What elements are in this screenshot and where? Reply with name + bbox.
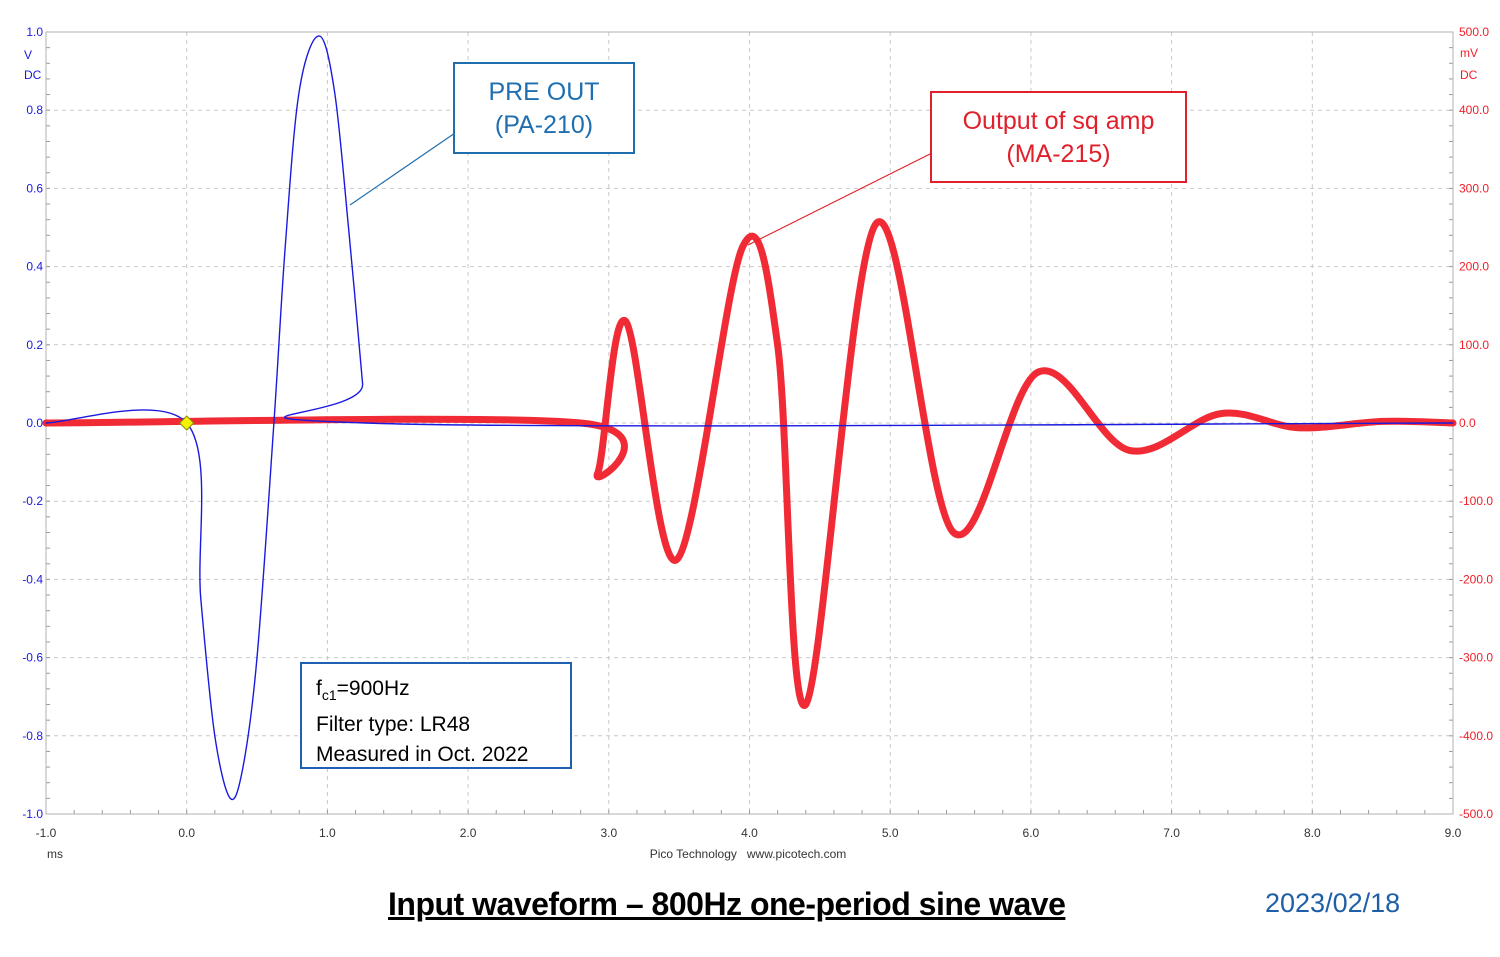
sq-amp-line1: Output of sq amp bbox=[962, 107, 1155, 135]
traces bbox=[42, 35, 1457, 801]
left-tick-label: 1.0 bbox=[26, 25, 43, 39]
filter-info-box: fc1=900Hz Filter type: LR48 Measured in … bbox=[300, 662, 572, 769]
right-tick-label: -100.0 bbox=[1459, 494, 1493, 508]
right-tick-label: 500.0 bbox=[1459, 25, 1489, 39]
left-tick-label: 0.8 bbox=[26, 103, 43, 117]
x-tick-label: 3.0 bbox=[600, 826, 617, 840]
annotation-leader-lines bbox=[349, 132, 933, 246]
pre-out-trace bbox=[45, 35, 1454, 801]
filter-type-line: Filter type: LR48 bbox=[316, 713, 471, 737]
right-tick-label: -400.0 bbox=[1459, 729, 1493, 743]
left-coupling-label: DC bbox=[24, 68, 42, 82]
x-unit-label: ms bbox=[47, 847, 63, 861]
left-tick-label: -0.4 bbox=[22, 572, 43, 586]
right-tick-label: -200.0 bbox=[1459, 572, 1493, 586]
x-tick-label: 4.0 bbox=[741, 826, 758, 840]
left-tick-label: -0.2 bbox=[22, 494, 43, 508]
cutoff-symbol: f bbox=[316, 677, 322, 700]
sq-amp-output-trace bbox=[42, 218, 1457, 709]
cutoff-value: =900Hz bbox=[336, 677, 410, 700]
left-tick-label: 0.0 bbox=[26, 416, 43, 430]
x-tick-label: 8.0 bbox=[1304, 826, 1321, 840]
right-tick-label: 200.0 bbox=[1459, 260, 1489, 274]
trigger-marker[interactable] bbox=[178, 415, 195, 431]
figure-caption: Input waveform – 800Hz one-period sine w… bbox=[388, 886, 1066, 922]
pre-out-line1: PRE OUT bbox=[488, 78, 600, 106]
left-tick-label: -0.6 bbox=[22, 651, 43, 665]
left-tick-label: -0.8 bbox=[22, 729, 43, 743]
pre-out-line2: (PA-210) bbox=[494, 111, 594, 139]
left-unit-label: V bbox=[24, 48, 32, 62]
x-tick-labels: -1.0 0.0 1.0 2.0 3.0 4.0 5.0 6.0 7.0 8.0 9.0 bbox=[36, 826, 1462, 840]
x-tick-label: 6.0 bbox=[1023, 826, 1040, 840]
x-tick-label: 9.0 bbox=[1445, 826, 1462, 840]
right-tick-label: -300.0 bbox=[1459, 651, 1493, 665]
x-tick-label: -1.0 bbox=[36, 826, 57, 840]
left-tick-labels: 1.0 0.8 0.6 0.4 0.2 0.0 -0.2 -0.4 -0.6 -0.8 -1.0 bbox=[22, 25, 43, 821]
right-tick-labels: 500.0 400.0 300.0 200.0 100.0 0.0 -100.0 -200.0… bbox=[1459, 25, 1493, 821]
right-unit-label: mV bbox=[1460, 46, 1478, 60]
left-tick-label: -1.0 bbox=[22, 807, 43, 821]
x-tick-label: 7.0 bbox=[1163, 826, 1180, 840]
chart-footer: Pico Technology www.picotech.com bbox=[650, 847, 847, 861]
right-tick-label: 400.0 bbox=[1459, 103, 1489, 117]
measured-date-line: Measured in Oct. 2022 bbox=[316, 743, 529, 767]
cutoff-subscript: c1 bbox=[321, 687, 337, 704]
right-tick-label: 300.0 bbox=[1459, 181, 1489, 195]
right-coupling-label: DC bbox=[1460, 68, 1478, 82]
right-tick-label: -500.0 bbox=[1459, 807, 1493, 821]
cutoff-frequency-line: fc1=900Hz bbox=[316, 674, 570, 710]
left-tick-label: 0.4 bbox=[26, 260, 43, 274]
right-tick-label: 0.0 bbox=[1459, 416, 1476, 430]
left-tick-label: 0.6 bbox=[26, 181, 43, 195]
figure-date: 2023/02/18 bbox=[1265, 888, 1401, 918]
sq-amp-line2: (MA-215) bbox=[1006, 140, 1111, 168]
x-tick-label: 2.0 bbox=[460, 826, 477, 840]
x-tick-label: 0.0 bbox=[178, 826, 195, 840]
right-tick-label: 100.0 bbox=[1459, 338, 1489, 352]
x-tick-label: 1.0 bbox=[319, 826, 336, 840]
sq-amp-annotation: Output of sq amp (MA-215) bbox=[930, 91, 1187, 183]
pre-out-annotation: PRE OUT (PA-210) bbox=[453, 62, 635, 154]
sq-amp-leader-line bbox=[747, 152, 933, 246]
pre-out-leader-line bbox=[349, 132, 456, 206]
x-tick-label: 5.0 bbox=[882, 826, 899, 840]
left-tick-label: 0.2 bbox=[26, 338, 43, 352]
